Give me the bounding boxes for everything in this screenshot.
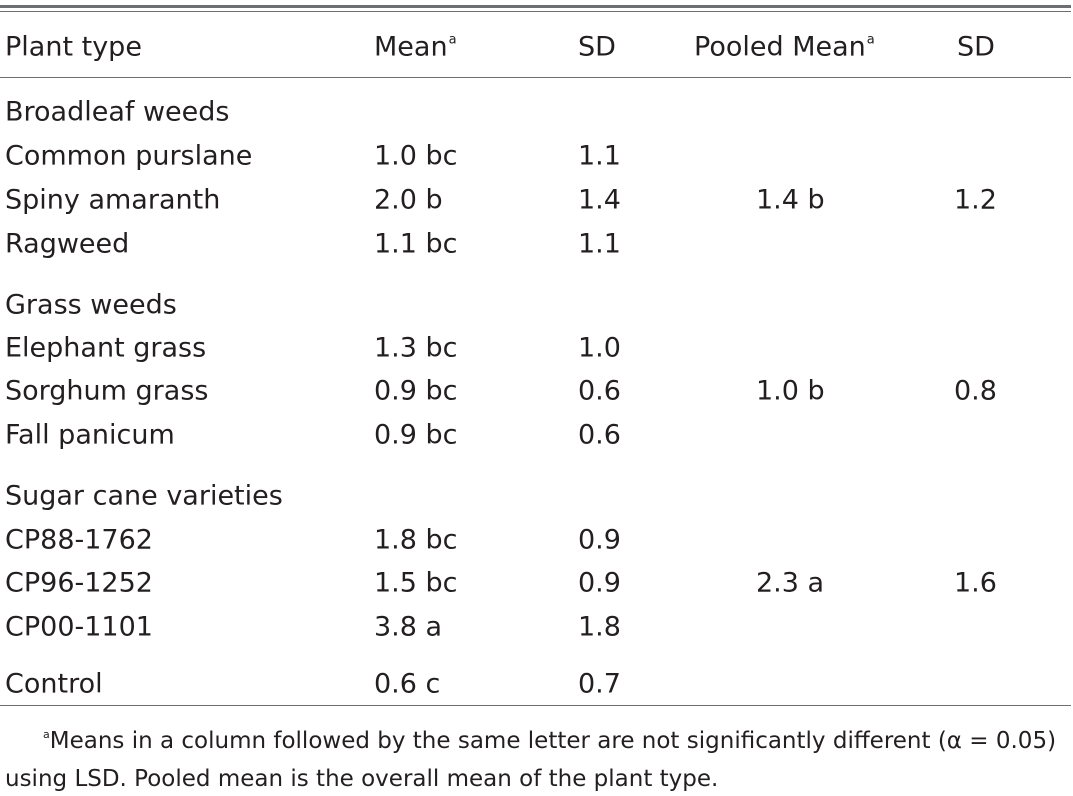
header-sd: SD bbox=[578, 31, 616, 63]
header-mean: Meana bbox=[374, 31, 457, 63]
table-row-plant: Common purslane bbox=[5, 140, 253, 172]
table-row-plant: Control bbox=[5, 668, 103, 700]
group-pooled-sd: 0.8 bbox=[954, 375, 997, 407]
group-pooled-sd: 1.6 bbox=[954, 567, 997, 599]
footnote-line-1: Means in a column followed by the same l… bbox=[49, 728, 1057, 754]
header-plant-type: Plant type bbox=[5, 31, 142, 63]
table-top-rule-thick bbox=[0, 5, 1071, 8]
table-row-plant: CP96-1252 bbox=[5, 567, 153, 599]
header-pooled-mean-superscript: a bbox=[866, 32, 875, 48]
table-row-sd: 0.7 bbox=[578, 668, 621, 700]
footnote-line-2: using LSD. Pooled mean is the overall me… bbox=[5, 766, 719, 792]
table-row-plant: Ragweed bbox=[5, 228, 130, 260]
table-row-mean: 0.6 c bbox=[374, 668, 441, 700]
table-bottom-rule bbox=[0, 705, 1071, 706]
table-row-mean: 1.1 bc bbox=[374, 228, 458, 260]
table-row-sd: 0.9 bbox=[578, 567, 621, 599]
table-row-sd: 0.6 bbox=[578, 375, 621, 407]
table-row-plant: Spiny amaranth bbox=[5, 184, 221, 216]
header-mean-superscript: a bbox=[448, 32, 457, 48]
table-row-plant: Fall panicum bbox=[5, 419, 175, 451]
group-pooled-mean: 2.3 a bbox=[756, 567, 825, 599]
group-title: Grass weeds bbox=[5, 289, 177, 321]
table-row-sd: 1.1 bbox=[578, 140, 621, 172]
header-pooled-mean: Pooled Meana bbox=[694, 31, 875, 63]
table-row-mean: 1.5 bc bbox=[374, 567, 458, 599]
table-footnote: aMeans in a column followed by the same … bbox=[5, 724, 1071, 796]
table-row-sd: 1.8 bbox=[578, 611, 621, 643]
table-row-mean: 0.9 bc bbox=[374, 375, 458, 407]
table-row-plant: CP88-1762 bbox=[5, 524, 153, 556]
group-pooled-mean: 1.0 b bbox=[756, 375, 825, 407]
table-row-sd: 0.6 bbox=[578, 419, 621, 451]
table-row-mean: 2.0 b bbox=[374, 184, 443, 216]
table-top-rule-thin bbox=[0, 11, 1071, 12]
header-pooled-sd: SD bbox=[957, 31, 995, 63]
table-row-mean: 1.0 bc bbox=[374, 140, 458, 172]
table-row-mean: 1.3 bc bbox=[374, 332, 458, 364]
group-pooled-sd: 1.2 bbox=[954, 184, 997, 216]
group-pooled-mean: 1.4 b bbox=[756, 184, 825, 216]
table-row-plant: CP00-1101 bbox=[5, 611, 153, 643]
table-row-sd: 0.9 bbox=[578, 524, 621, 556]
table-row-mean: 0.9 bc bbox=[374, 419, 458, 451]
table-row-plant: Sorghum grass bbox=[5, 375, 209, 407]
group-title: Broadleaf weeds bbox=[5, 96, 230, 128]
table-row-mean: 3.8 a bbox=[374, 611, 443, 643]
table-row-plant: Elephant grass bbox=[5, 332, 207, 364]
footnote-marker: a bbox=[43, 728, 50, 741]
table-row-sd: 1.0 bbox=[578, 332, 621, 364]
table-row-sd: 1.4 bbox=[578, 184, 621, 216]
header-rule bbox=[0, 77, 1071, 78]
group-title: Sugar cane varieties bbox=[5, 480, 283, 512]
table-row-sd: 1.1 bbox=[578, 228, 621, 260]
table-row-mean: 1.8 bc bbox=[374, 524, 458, 556]
